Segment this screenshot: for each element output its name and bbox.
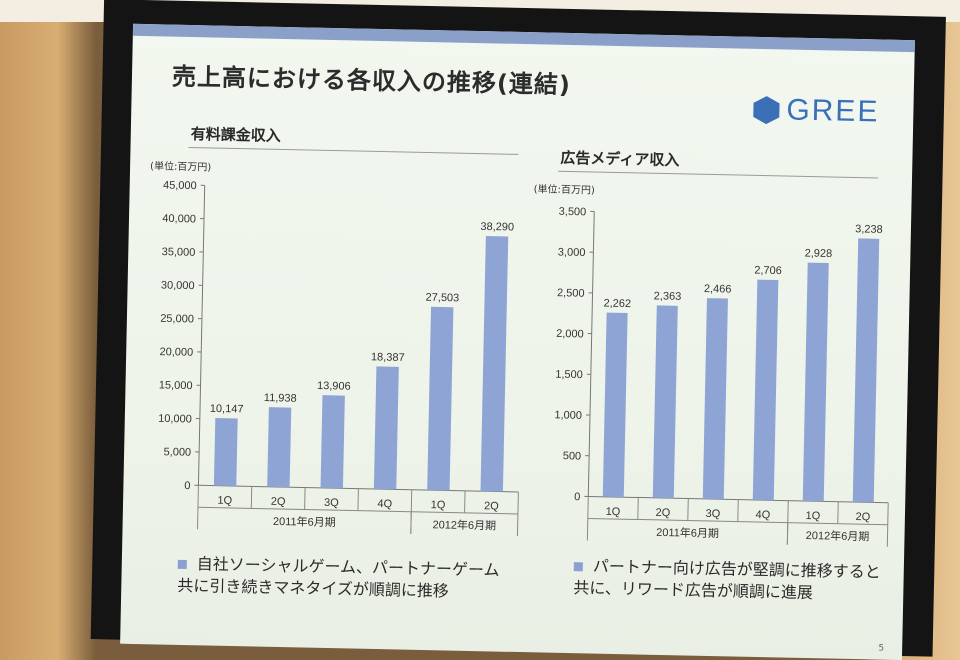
bar [214,418,238,486]
bar-value-label: 3,238 [855,223,883,236]
chart-1-title: 有料課金収入 [191,123,281,146]
y-tick-label: 0 [184,480,190,492]
x-tick-label: 3Q [324,497,339,509]
y-tick-label: 2,500 [557,287,585,300]
chart-2-title: 広告メディア収入 [560,147,679,170]
y-tick-label: 5,000 [163,446,191,459]
x-tick-label: 1Q [606,506,621,518]
bar [603,313,628,498]
x-tick-label: 1Q [805,510,820,522]
chart-1-plot: 0 5,000 10,000 15,000 20,000 25,000 30,000 35,0… [122,174,539,543]
bar-value-label: 13,906 [317,380,351,393]
y-tick-label: 45,000 [163,179,197,192]
y-tick-label: 25,000 [160,313,194,326]
chart-2-plot: 0 500 1,000 1,500 2,000 2,500 3,000 3,500 2,262 1… [517,200,904,548]
x-tick-label: 2Q [484,500,499,512]
y-tick-label: 2,000 [556,328,584,341]
slide-title: 売上高における各収入の推移(連結) [172,57,572,100]
x-tick-label: 1Q [431,499,446,511]
bar-value-label: 27,503 [425,292,459,305]
y-tick-label: 10,000 [158,413,192,426]
bar [481,236,509,492]
bar [703,298,728,499]
bar [803,263,829,502]
y-axis-line [588,212,594,497]
chart-1-unit: (単位:百万円) [150,157,211,173]
y-tick-label: 1,000 [554,409,582,422]
bar [267,407,291,487]
slide: 売上高における各収入の推移(連結) GREE 有料課金収入 (単位:百万円) 0… [120,24,915,660]
bar-value-label: 2,706 [754,265,782,278]
x-tick-label: 2Q [271,496,286,508]
page-number: 5 [878,644,884,654]
bar [321,395,345,488]
y-tick-label: 0 [574,491,580,503]
bullet-1: 自社ソーシャルゲーム、パートナーゲーム 共に引き続きマネタイズが順調に推移 [177,553,500,604]
y-tick-label: 500 [563,450,582,462]
y-tick-label: 30,000 [161,279,195,292]
bar-value-label: 18,387 [371,351,405,364]
chart-2-title-rule [558,171,878,179]
x-tick-label: 4Q [377,498,392,510]
bar-value-label: 10,147 [210,403,244,416]
x-tick-label: 2Q [855,511,870,523]
bar [374,366,399,489]
x-tick-label: 3Q [705,508,720,520]
bar-value-label: 38,290 [480,221,514,234]
bar-value-label: 2,928 [805,248,833,261]
bar [753,280,779,501]
bar [427,307,453,491]
group-label: 2011年6月期 [656,525,719,540]
bullet-square-icon [574,562,583,571]
group-label: 2011年6月期 [273,514,336,529]
y-tick-label: 35,000 [162,246,196,259]
y-tick-label: 3,000 [558,246,586,259]
x-tick-label: 2Q [655,507,670,519]
logo-text: GREE [786,94,880,130]
bullet-square-icon [178,560,187,569]
y-tick-label: 3,500 [559,206,587,219]
y-tick-label: 40,000 [162,213,196,226]
gree-logo: GREE [752,93,880,130]
chart-1-title-rule [188,147,518,155]
bullet-2: パートナー向け広告が堅調に推移すると 共に、リワード広告が順調に進展 [573,555,881,605]
bar [653,305,678,498]
group-label: 2012年6月期 [806,528,870,543]
group-label: 2012年6月期 [432,517,496,532]
bar-value-label: 11,938 [264,392,297,405]
chart-2-unit: (単位:百万円) [534,180,595,196]
y-axis-line [198,185,204,485]
y-tick-label: 20,000 [159,346,193,359]
bar-value-label: 2,262 [603,298,631,311]
x-tick-label: 1Q [217,495,232,507]
bar-value-label: 2,363 [654,290,682,303]
y-tick-label: 15,000 [159,379,193,392]
y-tick-label: 1,500 [555,369,583,382]
hexagon-logo-icon [752,95,781,126]
bar [853,238,880,502]
x-tick-label: 4Q [755,509,770,521]
bar-value-label: 2,466 [704,283,732,296]
